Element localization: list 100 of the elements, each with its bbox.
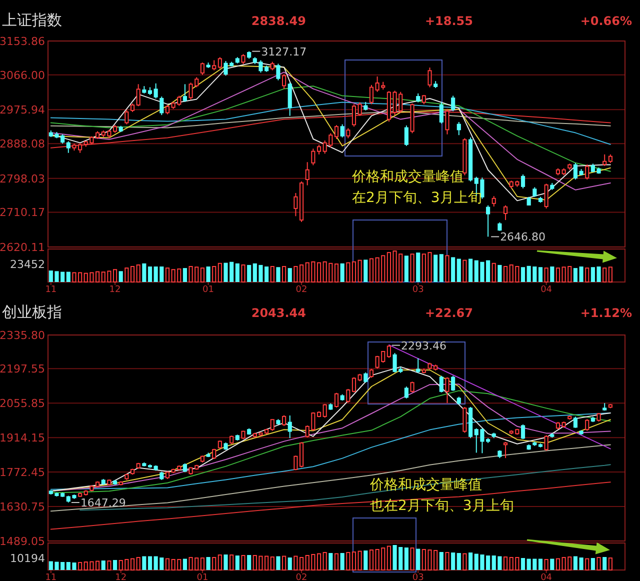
bar xyxy=(456,553,461,570)
bar xyxy=(556,558,560,570)
bar xyxy=(101,560,106,570)
bar xyxy=(538,558,543,570)
candlestick xyxy=(212,60,216,71)
y-tick-label: 1630.75 xyxy=(0,500,45,514)
bar xyxy=(585,268,590,282)
bar xyxy=(130,558,135,570)
bar xyxy=(200,268,204,282)
bar xyxy=(206,266,210,282)
bar xyxy=(538,267,543,282)
candlestick xyxy=(182,84,188,102)
candlestick xyxy=(299,442,304,468)
bar xyxy=(520,558,526,570)
bar xyxy=(316,262,322,282)
bar xyxy=(165,558,170,570)
candlestick xyxy=(416,358,420,374)
candlestick xyxy=(288,82,292,116)
annotation: 2293.46 xyxy=(400,339,446,352)
chart-title: 上证指数 xyxy=(2,11,62,29)
candlestick xyxy=(544,434,548,452)
y-tick-label: 2710.17 xyxy=(0,206,45,220)
text: 2043.44 xyxy=(251,306,306,320)
candlestick xyxy=(340,124,344,138)
bar xyxy=(112,560,118,570)
candlestick xyxy=(422,94,426,105)
bar xyxy=(294,556,298,570)
bar xyxy=(316,553,322,570)
candlestick xyxy=(154,82,158,99)
x-tick-label: 11 xyxy=(45,573,57,581)
bar xyxy=(602,268,607,282)
candlestick xyxy=(282,74,286,90)
annotation: 3127.17 xyxy=(261,45,307,58)
bar xyxy=(486,556,490,570)
y-tick-label: 2620.11 xyxy=(0,241,45,254)
candlestick xyxy=(573,416,578,428)
bar xyxy=(212,557,216,570)
candlestick xyxy=(160,96,164,116)
bar xyxy=(439,552,444,570)
candlestick xyxy=(276,63,280,81)
candlestick xyxy=(462,406,467,434)
candlestick xyxy=(311,148,316,166)
candlestick xyxy=(451,375,456,392)
bar xyxy=(544,268,548,282)
bar xyxy=(503,266,508,282)
candlestick xyxy=(428,67,432,88)
x-tick-label: 02 xyxy=(296,285,308,295)
annotation: 2646.80 xyxy=(500,230,546,244)
candlestick xyxy=(165,104,170,115)
candlestick xyxy=(316,144,322,155)
bar xyxy=(404,548,408,570)
bar xyxy=(486,260,490,282)
candlestick xyxy=(585,418,590,432)
bar xyxy=(364,550,368,570)
bar xyxy=(288,558,292,570)
bar xyxy=(585,558,590,570)
x-tick-label: 04 xyxy=(540,573,552,581)
bar xyxy=(224,554,228,570)
text: +1.12% xyxy=(580,306,632,320)
bar xyxy=(462,553,467,570)
text: +0.66% xyxy=(580,14,632,28)
candlestick xyxy=(294,455,298,471)
x-tick-label: 03 xyxy=(412,573,424,581)
bar xyxy=(520,267,526,282)
bar xyxy=(299,264,304,282)
bar xyxy=(124,268,129,282)
x-tick-label: 12 xyxy=(109,285,121,295)
y-tick-label: 1914.15 xyxy=(0,432,45,445)
x-tick-label: 12 xyxy=(115,573,127,581)
line-series xyxy=(80,464,611,511)
bar xyxy=(340,263,344,282)
candlestick xyxy=(241,54,246,65)
y-tick-label: 2055.85 xyxy=(0,397,45,410)
bar xyxy=(247,264,252,282)
bar xyxy=(556,268,560,282)
x-tick-label: 04 xyxy=(540,285,552,295)
candlestick xyxy=(200,62,204,76)
bar xyxy=(282,266,286,282)
candlestick xyxy=(445,376,450,404)
bar xyxy=(288,268,292,282)
candlestick xyxy=(124,110,129,125)
candlestick xyxy=(346,388,350,404)
y-tick-label: 1489.05 xyxy=(0,535,45,548)
bar xyxy=(346,262,350,282)
y-tick-label: 2888.08 xyxy=(0,138,45,151)
bar xyxy=(410,548,414,570)
bar xyxy=(235,263,240,282)
bar xyxy=(352,552,356,570)
candlestick xyxy=(404,386,408,399)
bar xyxy=(247,555,252,570)
bar xyxy=(276,556,280,570)
bar xyxy=(235,556,240,570)
bar xyxy=(142,556,146,570)
bar xyxy=(346,552,350,570)
bar xyxy=(299,557,304,570)
bar xyxy=(66,272,70,282)
bar xyxy=(107,560,112,570)
text: +22.67 xyxy=(424,306,473,320)
bar xyxy=(206,557,210,570)
bar xyxy=(369,550,374,570)
